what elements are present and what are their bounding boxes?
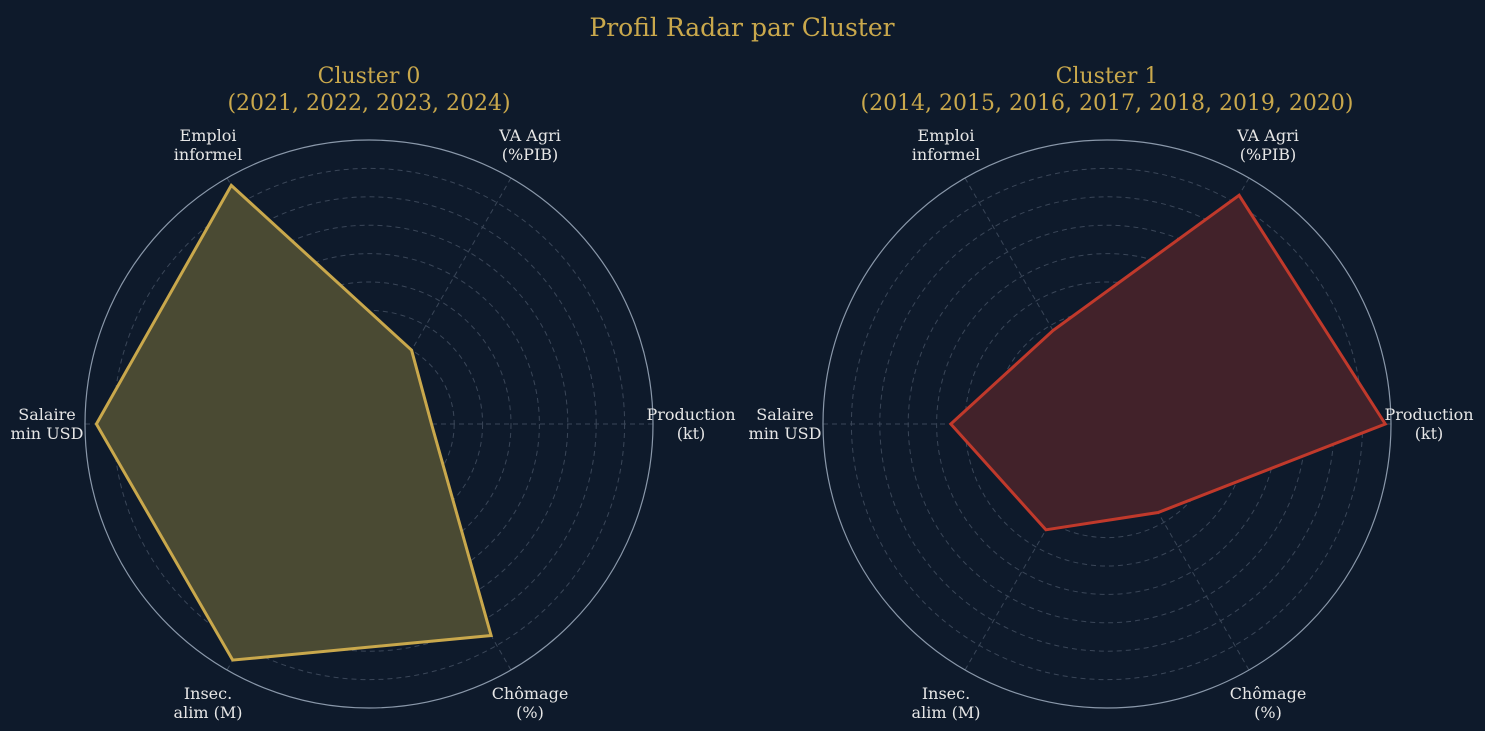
axis-label-line1: Chômage <box>1230 684 1307 703</box>
axis-label-line2: min USD <box>11 424 84 443</box>
chart-title-line1: Cluster 0 <box>318 64 421 89</box>
axis-label-line1: VA Agri <box>1236 126 1299 145</box>
axis-label-line2: (%) <box>1254 703 1282 722</box>
radar-chart-cluster-1: Cluster 1 (2014, 2015, 2016, 2017, 2018,… <box>749 64 1474 722</box>
axis-label-line1: Production <box>646 405 735 424</box>
axis-label-line2: alim (M) <box>174 703 243 722</box>
axis-label-line2: alim (M) <box>912 703 981 722</box>
chart-title-line2: (2014, 2015, 2016, 2017, 2018, 2019, 202… <box>860 91 1353 116</box>
axis-label-line2: informel <box>912 145 980 164</box>
axis-label-line1: Chômage <box>492 684 569 703</box>
figure-title: Profil Radar par Cluster <box>589 13 894 42</box>
axis-label-line1: Salaire <box>756 405 813 424</box>
axis-label-line2: (%) <box>516 703 544 722</box>
axis-label-line1: Salaire <box>18 405 75 424</box>
axis-label-line1: Insec. <box>922 684 970 703</box>
chart-title-line2: (2021, 2022, 2023, 2024) <box>227 91 510 116</box>
axis-label-line1: Emploi <box>180 126 237 145</box>
chart-title-line1: Cluster 1 <box>1056 64 1159 89</box>
data-polygon <box>94 183 494 662</box>
outer-ring <box>822 139 1392 709</box>
axis-label-line1: VA Agri <box>498 126 561 145</box>
axis-label-line2: informel <box>174 145 242 164</box>
axis-label-line2: (%PIB) <box>502 145 559 164</box>
axis-label-line2: min USD <box>749 424 822 443</box>
radar-chart-cluster-0: Cluster 0 (2021, 2022, 2023, 2024) Produ… <box>11 64 736 722</box>
axis-label-line1: Insec. <box>184 684 232 703</box>
outer-ring <box>84 139 654 709</box>
axis-label-line2: (%PIB) <box>1240 145 1297 164</box>
axis-label-line2: (kt) <box>1415 424 1444 443</box>
axis-label-line1: Production <box>1384 405 1473 424</box>
axis-label-line1: Emploi <box>918 126 975 145</box>
axis-label-line2: (kt) <box>677 424 706 443</box>
data-polygon <box>948 193 1388 532</box>
